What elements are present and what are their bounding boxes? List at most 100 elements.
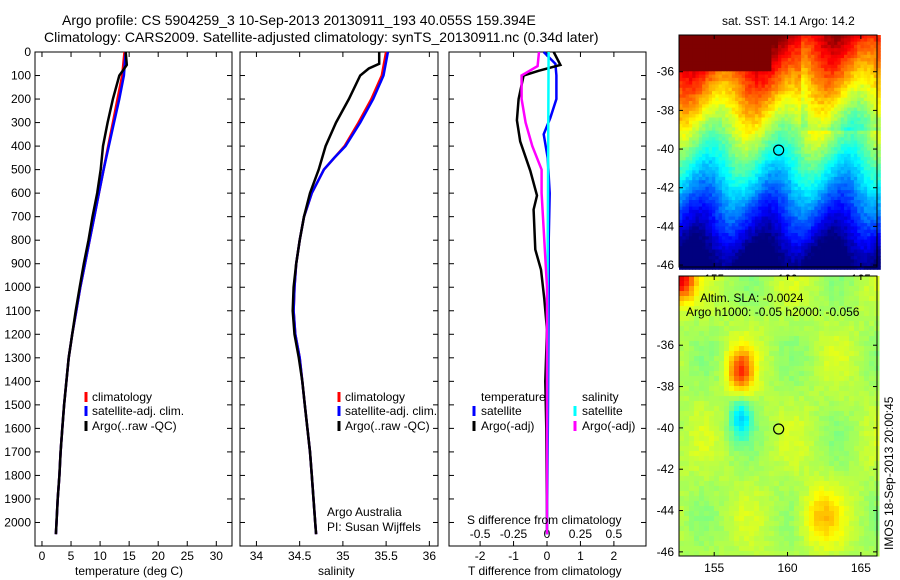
- map-cell: [781, 157, 786, 161]
- map-cell: [695, 196, 700, 201]
- map-cell: [689, 316, 695, 322]
- map-cell: [718, 196, 723, 201]
- map-cell: [807, 209, 812, 214]
- map-cell: [718, 259, 723, 264]
- map-cell: [705, 153, 710, 158]
- map-cell: [817, 170, 822, 175]
- map-cell: [685, 252, 690, 257]
- map-cell: [754, 97, 759, 102]
- map-cell: [771, 150, 776, 155]
- map-cell: [850, 127, 855, 132]
- map-cell: [853, 262, 858, 267]
- map-cell: [801, 170, 805, 175]
- map-cell: [860, 41, 865, 46]
- map-cell: [721, 35, 726, 39]
- map-cell: [738, 206, 743, 211]
- map-cell: [864, 301, 870, 307]
- map-cell: [712, 77, 716, 82]
- map-cell: [797, 236, 802, 241]
- map-cell: [731, 137, 736, 142]
- map-cell: [853, 84, 858, 89]
- map-cell: [695, 140, 700, 145]
- map-cell: [705, 134, 710, 138]
- map-cell: [774, 291, 780, 297]
- map-cell: [819, 341, 825, 347]
- map-cell: [685, 58, 690, 62]
- map-cell: [705, 74, 710, 79]
- map-cell: [870, 193, 875, 198]
- map-cell: [804, 84, 809, 89]
- map-cell: [764, 213, 769, 217]
- map-cell: [721, 54, 726, 59]
- map-cell: [778, 120, 782, 125]
- map-cell: [741, 167, 746, 171]
- map-cell: [758, 209, 762, 214]
- map-cell: [731, 38, 736, 43]
- map-cell: [844, 276, 850, 282]
- map-cell: [685, 163, 690, 168]
- map-cell: [778, 190, 782, 194]
- map-cell: [844, 286, 850, 292]
- map-cell: [679, 61, 683, 66]
- map-cell: [820, 107, 825, 112]
- map-cell: [745, 120, 749, 125]
- map-cell: [814, 127, 819, 132]
- map-cell: [751, 236, 756, 241]
- map-cell: [853, 153, 858, 158]
- map-cell: [695, 233, 700, 237]
- map-cell: [714, 311, 720, 317]
- map-cell: [679, 167, 683, 171]
- map-cell: [685, 91, 690, 95]
- map-cell: [758, 54, 762, 59]
- map-cell: [829, 306, 835, 312]
- map-cell: [850, 157, 855, 161]
- map-cell: [820, 236, 825, 241]
- map-cell: [840, 81, 845, 85]
- map-cell: [682, 216, 687, 221]
- map-cell: [724, 341, 730, 347]
- map-cell: [771, 64, 776, 69]
- map-cell: [824, 193, 828, 198]
- map-cell: [860, 242, 865, 247]
- map-cell: [804, 223, 809, 227]
- map-cell: [778, 54, 782, 59]
- map-cell: [781, 51, 786, 56]
- map-cell: [738, 252, 743, 257]
- map-cell: [704, 341, 710, 347]
- map-cell: [698, 48, 703, 52]
- map-cell: [811, 190, 815, 194]
- map-cell: [712, 223, 716, 227]
- map-cell: [679, 127, 683, 132]
- map-cell: [853, 186, 858, 191]
- map-cell: [698, 130, 703, 135]
- map-cell: [794, 259, 799, 264]
- map-cell: [787, 262, 792, 267]
- map-cell: [827, 104, 832, 109]
- map-cell: [830, 104, 835, 109]
- map-cell: [817, 107, 822, 112]
- map-cell: [849, 316, 855, 322]
- map-cell: [688, 229, 693, 234]
- map-cell: [797, 101, 802, 105]
- map-cell: [817, 180, 822, 184]
- map-cell: [774, 301, 780, 307]
- map-cell: [695, 203, 700, 208]
- map-cell: [718, 216, 723, 221]
- map-cell: [731, 157, 736, 161]
- map-cell: [745, 200, 749, 204]
- map-cell: [817, 140, 822, 145]
- map-cell: [761, 193, 766, 198]
- map-cell: [811, 84, 815, 89]
- map-cell: [698, 203, 703, 208]
- map-cell: [840, 229, 845, 234]
- map-cell: [745, 41, 749, 46]
- map-cell: [741, 51, 746, 56]
- map-cell: [804, 190, 809, 194]
- map-cell: [840, 110, 845, 115]
- map-cell: [692, 190, 696, 194]
- map-cell: [718, 117, 723, 122]
- map-cell: [692, 137, 696, 142]
- map-cell: [814, 91, 819, 95]
- map-cell: [789, 321, 795, 327]
- map-cell: [834, 110, 838, 115]
